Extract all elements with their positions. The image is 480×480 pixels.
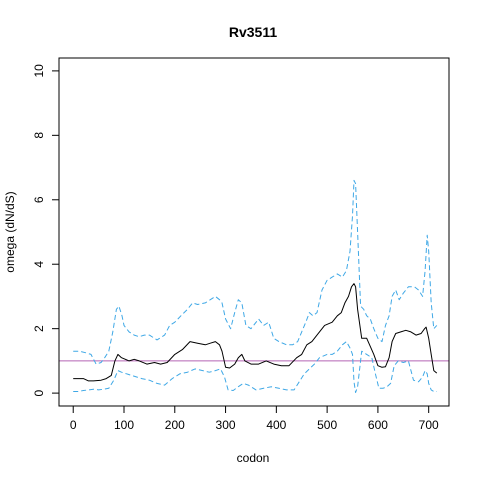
y-tick-label: 4 [32,261,46,268]
y-tick-label: 2 [32,325,46,332]
x-tick-label: 300 [216,418,236,432]
x-axis-label: codon [237,451,270,465]
x-tick-label: 400 [266,418,286,432]
y-axis-label: omega (dN/dS) [3,191,17,272]
x-tick-label: 700 [419,418,439,432]
x-tick-label: 100 [114,418,134,432]
y-tick-label: 6 [32,196,46,203]
x-tick-label: 500 [317,418,337,432]
omega-estimate-line [73,283,438,382]
y-tick-label: 10 [32,64,46,78]
x-tick-label: 0 [70,418,77,432]
x-tick-label: 200 [165,418,185,432]
plot-frame [58,57,450,407]
y-tick-label: 8 [32,132,46,139]
lower-bound-line [73,341,437,393]
y-tick-label: 0 [32,389,46,396]
upper-bound-line [73,179,438,365]
chart-title: Rv3511 [229,24,277,40]
x-tick-label: 600 [368,418,388,432]
